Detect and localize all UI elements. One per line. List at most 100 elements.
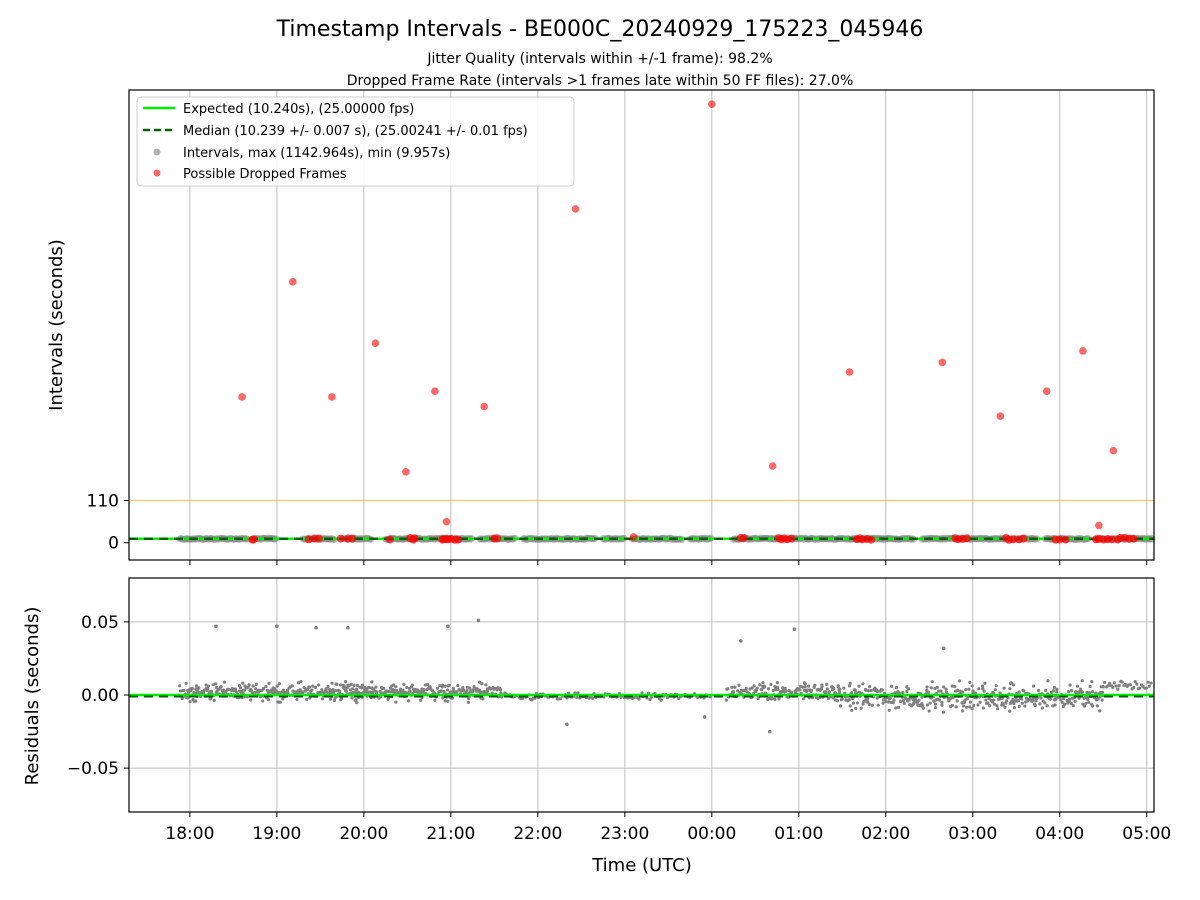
residual-point [1020,701,1024,705]
residual-point [972,703,976,708]
legend-dropped-label: Possible Dropped Frames [183,167,347,182]
residual-point [192,690,196,695]
residual-point [343,685,347,689]
residual-point [184,681,188,685]
residual-point [980,684,985,688]
residual-point [575,695,579,700]
residual-point [992,698,996,702]
residual-point [310,688,314,692]
residual-point [798,684,803,689]
residual-point [368,690,372,694]
residual-point [334,688,338,693]
residual-outlier-point [346,625,350,630]
residual-point [1016,698,1020,703]
residual-point [994,684,998,688]
residual-point [1071,704,1075,708]
residual-outlier-point [941,646,946,650]
residual-point [206,687,210,691]
residual-point [1008,687,1012,691]
residual-point [752,684,756,688]
residual-point [488,687,493,691]
residual-point [891,701,895,705]
residual-point [286,691,290,695]
intervals-y-tick-label: 110 [87,492,119,512]
residual-point [724,698,728,702]
residual-point [982,689,986,693]
residual-point [867,685,872,689]
residual-point [418,698,423,702]
residual-point [892,698,896,702]
residual-outlier-point [565,722,569,727]
residual-point [456,684,460,688]
residual-point [338,690,342,694]
x-tick-label: 05:00 [1122,824,1171,844]
residual-point [859,706,863,710]
residual-point [401,688,405,692]
residual-point [328,697,333,701]
x-tick-label: 04:00 [1035,824,1084,844]
residual-point [988,704,992,708]
residual-point [212,698,216,702]
residual-point [399,687,403,691]
residual-point [252,690,257,695]
x-tick-label: 23:00 [600,824,649,844]
residual-point [1002,686,1006,690]
residual-point [894,686,898,690]
residual-point [1133,680,1137,684]
residual-point [659,698,663,702]
figure-subtitle-jitter: Jitter Quality (intervals within +/-1 fr… [426,51,772,67]
dropped-frame-point [328,393,336,401]
dropped-frame-point [431,387,439,395]
residual-point [355,683,360,688]
legend: Expected (10.240s), (25.00000 fps) Media… [136,96,575,187]
residual-point [354,698,358,702]
residual-point [391,683,396,687]
residual-point [950,703,954,707]
residual-point [894,706,898,710]
residual-point [887,708,891,712]
residual-point [1108,681,1112,685]
residuals-y-tick-label: 0.00 [81,686,119,706]
residual-point [771,688,775,692]
residual-point [251,684,255,688]
residual-point [1069,701,1073,706]
residual-point [640,691,644,695]
residual-point [783,686,787,691]
dropped-frame-point [739,533,748,542]
residual-point [426,682,430,687]
residual-point [559,697,563,701]
residual-point [905,689,909,694]
residual-point [1020,697,1024,701]
residual-point [209,696,213,700]
residual-point [1067,697,1072,701]
dropped-frame-point [708,100,716,109]
residual-point [805,688,810,692]
residual-point [281,697,285,701]
residual-point [316,683,321,687]
x-tick-label: 18:00 [165,824,214,844]
dropped-frame-point [371,339,380,348]
residual-point [450,696,455,700]
residual-point [1090,689,1095,694]
residual-point [964,688,968,692]
residual-point [876,703,880,707]
residual-point [1091,704,1095,708]
residual-point [957,679,962,683]
residual-point [1087,700,1091,704]
residual-point [838,687,842,691]
residual-point [1040,706,1044,710]
residual-point [935,685,939,689]
dropped-frame-point [348,534,357,543]
residual-point [214,685,219,690]
residual-point [394,700,398,704]
residual-point [1012,705,1017,710]
residual-point [847,697,851,702]
residual-point [888,696,892,700]
residual-point [394,685,398,689]
residual-point [1144,686,1148,690]
residual-point [331,687,335,692]
residual-point [978,700,982,704]
residual-point [264,684,268,689]
residual-point [995,704,999,708]
residual-point [348,688,352,692]
